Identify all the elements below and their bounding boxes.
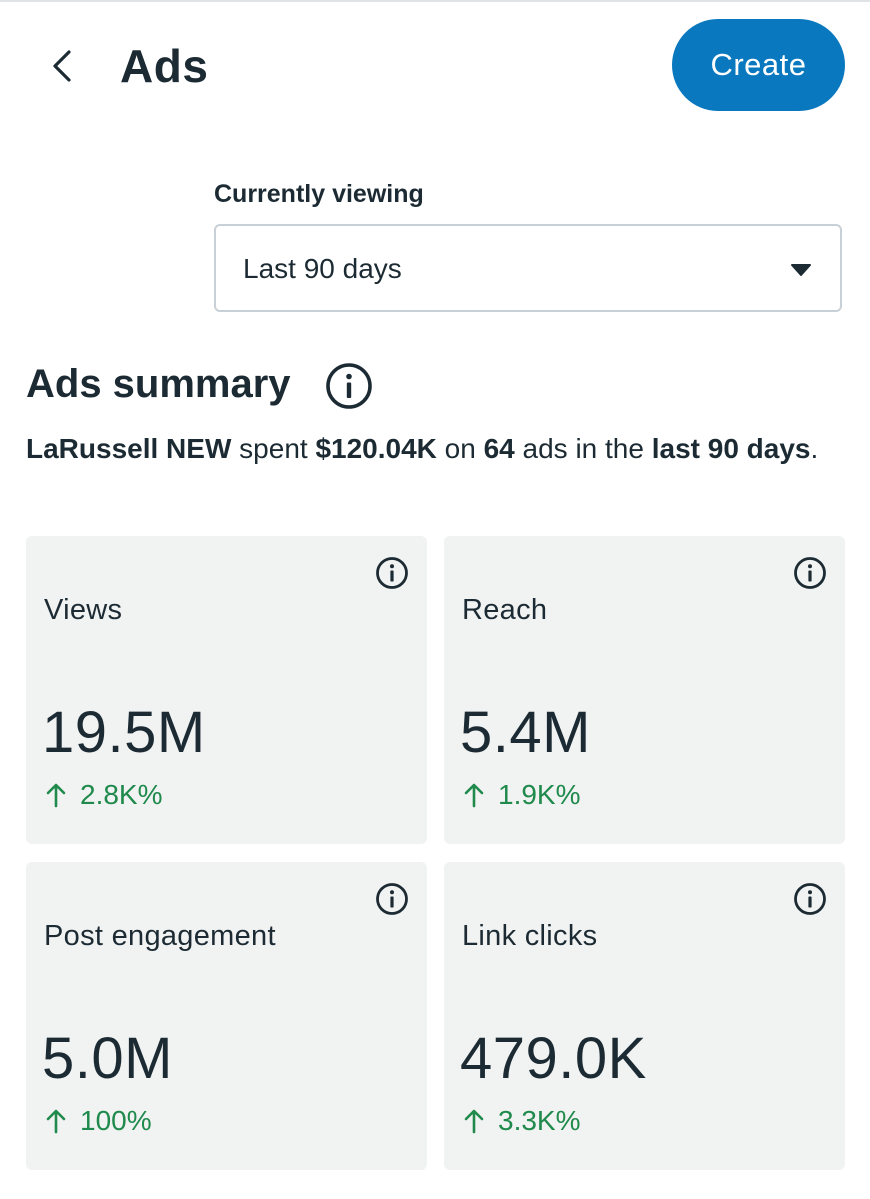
metric-label: Link clicks [462, 920, 598, 952]
header: Ads Create [0, 0, 870, 130]
account-name: LaRussell NEW [26, 433, 232, 464]
metric-label: Reach [462, 594, 548, 626]
metric-change-value: 1.9K% [498, 779, 581, 810]
metric-change: 2.8K% [46, 778, 163, 812]
summary-text-ads-in-the: ads in the [514, 433, 652, 464]
page-title: Ads [120, 40, 209, 92]
summary-text-spent: spent [231, 433, 316, 464]
metric-change-value: 3.3K% [498, 1105, 581, 1136]
date-range-value: Last 90 days [243, 253, 402, 284]
info-icon[interactable] [793, 556, 827, 590]
metric-value: 479.0K [460, 1026, 647, 1091]
arrow-up-icon [464, 783, 484, 808]
currently-viewing-label: Currently viewing [214, 180, 424, 208]
metric-value: 5.0M [42, 1026, 173, 1091]
summary-period: last 90 days [651, 433, 811, 464]
metric-change: 3.3K% [464, 1104, 581, 1138]
ad-count: 64 [483, 433, 515, 464]
caret-down-icon [791, 264, 811, 276]
metric-card-link-clicks[interactable]: Link clicks 479.0K 3.3K% [444, 862, 845, 1170]
summary-text-on: on [436, 433, 484, 464]
info-icon[interactable] [375, 882, 409, 916]
ads-summary-title: Ads summary [26, 362, 291, 406]
metric-value: 5.4M [460, 700, 591, 765]
metric-label: Views [44, 594, 123, 626]
create-button[interactable]: Create [672, 19, 845, 111]
metric-change: 100% [46, 1104, 152, 1138]
arrow-up-icon [464, 1109, 484, 1134]
info-icon[interactable] [793, 882, 827, 916]
amount-spent: $120.04K [315, 433, 437, 464]
metric-change: 1.9K% [464, 778, 581, 812]
metric-card-post-engagement[interactable]: Post engagement 5.0M 100% [26, 862, 427, 1170]
metric-value: 19.5M [42, 700, 206, 765]
back-button[interactable] [38, 42, 86, 90]
chevron-left-icon [53, 50, 71, 82]
summary-text-end: . [810, 433, 819, 464]
info-icon[interactable] [375, 556, 409, 590]
date-range-select[interactable]: Last 90 days [214, 224, 842, 312]
arrow-up-icon [46, 1109, 66, 1134]
metric-change-value: 2.8K% [80, 779, 163, 810]
ads-summary-text: LaRussell NEW spent $120.04K on 64 ads i… [26, 428, 856, 470]
metric-label: Post engagement [44, 920, 276, 952]
info-icon[interactable] [325, 362, 373, 410]
arrow-up-icon [46, 783, 66, 808]
metric-card-views[interactable]: Views 19.5M 2.8K% [26, 536, 427, 844]
top-divider [0, 0, 870, 2]
metric-card-reach[interactable]: Reach 5.4M 1.9K% [444, 536, 845, 844]
metric-change-value: 100% [80, 1105, 152, 1136]
